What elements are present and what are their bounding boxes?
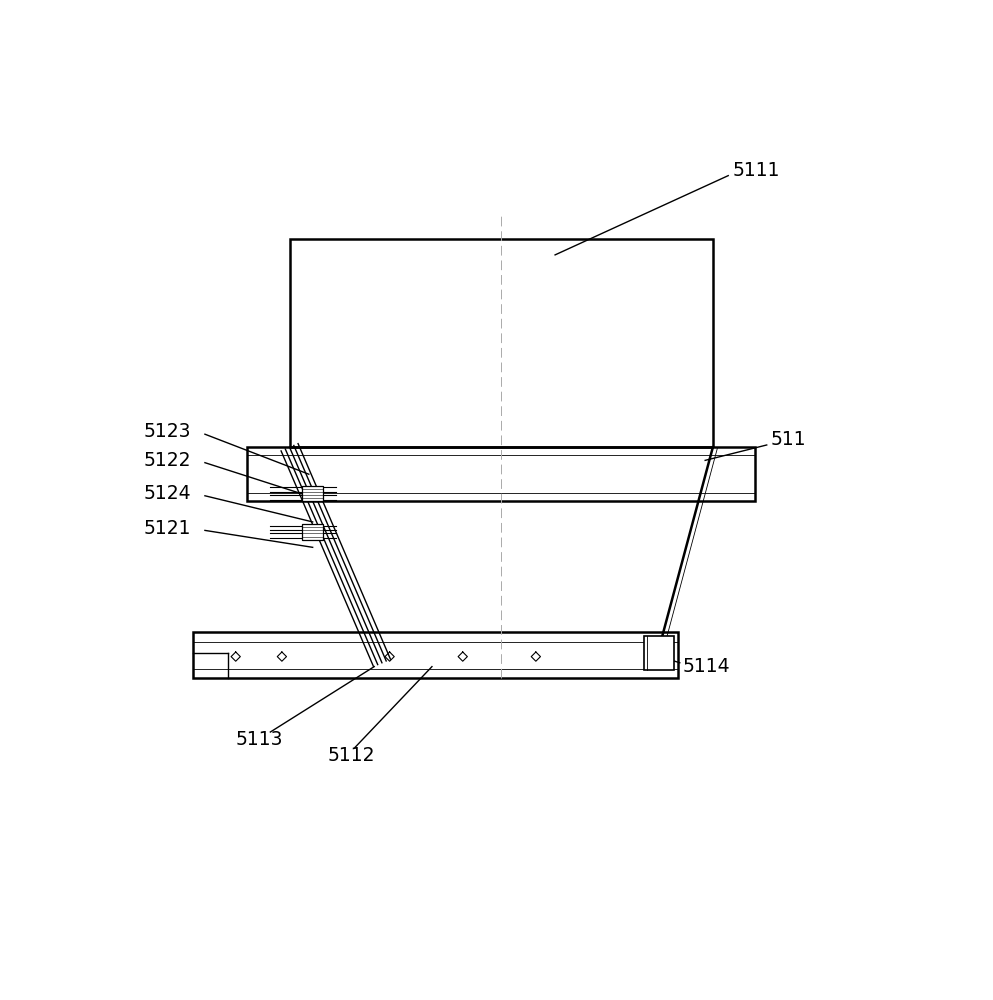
Text: 5124: 5124 xyxy=(143,484,191,503)
Bar xyxy=(290,239,713,455)
Bar xyxy=(643,636,674,670)
Text: 5122: 5122 xyxy=(143,451,191,470)
Bar xyxy=(194,632,678,678)
Text: 5121: 5121 xyxy=(143,519,191,538)
Bar xyxy=(302,486,324,501)
Text: 511: 511 xyxy=(771,430,806,449)
Text: 5111: 5111 xyxy=(732,161,780,180)
Text: 5112: 5112 xyxy=(328,746,375,765)
Bar xyxy=(302,524,324,540)
Text: 5123: 5123 xyxy=(143,422,191,441)
Text: 5113: 5113 xyxy=(235,730,283,749)
Text: 5114: 5114 xyxy=(682,657,730,676)
Bar xyxy=(247,447,756,501)
